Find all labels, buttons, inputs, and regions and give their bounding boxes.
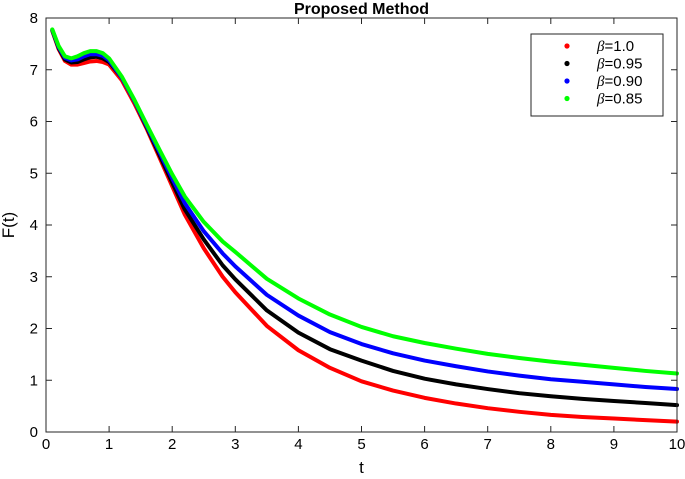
x-tick-label: 6 — [420, 436, 428, 453]
y-tick-label: 7 — [30, 62, 38, 79]
legend-entry-symbol: β — [596, 57, 605, 73]
legend-entry: β=1.0 — [596, 38, 634, 55]
y-tick-label: 3 — [30, 269, 38, 286]
legend-entry-symbol: β — [596, 92, 605, 108]
series-layer — [50, 27, 679, 424]
x-tick-label: 7 — [484, 436, 492, 453]
series-line-1 — [50, 28, 679, 408]
x-axis-label: t — [359, 458, 364, 477]
y-tick-label: 2 — [30, 321, 38, 338]
y-tick-label: 1 — [30, 372, 38, 389]
series-line-3 — [50, 27, 679, 376]
x-tick-label: 3 — [231, 436, 239, 453]
y-tick-label: 5 — [30, 165, 38, 182]
legend-marker — [564, 43, 570, 49]
x-tick-label: 4 — [294, 436, 302, 453]
x-tick-label: 0 — [42, 436, 50, 453]
y-tick-label: 0 — [30, 424, 38, 441]
legend-entry-value: =0.95 — [604, 56, 642, 73]
legend-entry: β=0.90 — [596, 73, 642, 90]
legend-marker — [564, 60, 570, 67]
x-tick-label: 9 — [610, 436, 618, 453]
legend-entry: β=0.85 — [596, 91, 642, 108]
chart-title: Proposed Method — [294, 1, 429, 18]
y-tick-label: 6 — [30, 114, 38, 131]
legend-marker — [564, 78, 570, 84]
y-tick-label: 8 — [30, 10, 38, 27]
x-tick-label: 5 — [357, 436, 365, 453]
y-tick-label: 4 — [30, 217, 38, 234]
legend-entry-value: =1.0 — [604, 38, 634, 55]
x-tick-label: 8 — [547, 436, 555, 453]
series-line-2 — [50, 27, 679, 392]
legend-entry-symbol: β — [596, 39, 605, 55]
legend-marker — [564, 95, 570, 102]
x-tick-label: 1 — [105, 436, 113, 453]
legend: β=1.0β=0.95β=0.90β=0.85 — [530, 33, 664, 117]
legend-entry: β=0.95 — [596, 56, 642, 73]
x-tick-label: 2 — [168, 436, 176, 453]
legend-entry-value: =0.90 — [604, 73, 642, 90]
legend-entry-value: =0.85 — [604, 91, 642, 108]
legend-entry-symbol: β — [596, 74, 605, 90]
tick-layer: 0 1 2 3 4 5 6 7 8 9 10 0 1 2 3 4 5 6 7 8 — [30, 10, 685, 453]
series-line-0 — [50, 28, 679, 424]
y-axis-label: F(t) — [0, 212, 18, 238]
x-tick-label: 10 — [669, 436, 685, 453]
legend-box — [530, 33, 664, 117]
